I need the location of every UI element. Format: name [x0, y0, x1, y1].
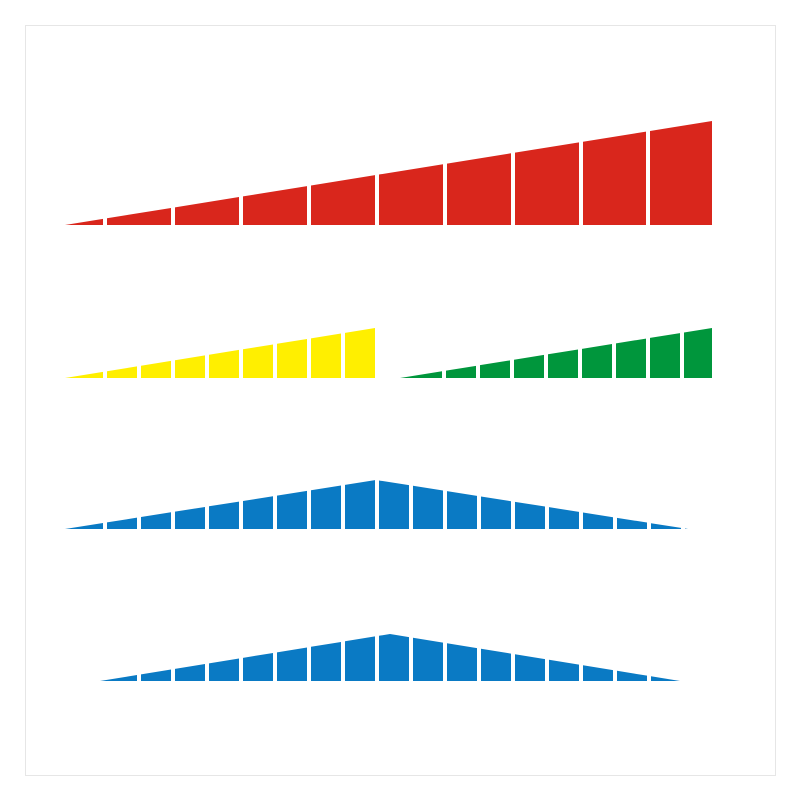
red-wedge-segment: [107, 207, 171, 225]
yellow-wedge-segment: [107, 366, 137, 378]
blue-wedge-1-segment: [65, 523, 103, 529]
blue-wedge-2-segment: [243, 652, 273, 681]
blue-wedge-2-segment: [175, 663, 205, 681]
blue-wedge-1-segment: [481, 496, 511, 529]
blue-wedge-1-segment: [515, 501, 545, 529]
green-wedge-segment: [514, 354, 544, 378]
green-wedge-segment: [582, 344, 612, 378]
blue-wedge-2-segment: [141, 669, 171, 681]
red-wedge-segment: [65, 218, 103, 225]
blue-wedge-2-segment: [583, 665, 613, 681]
blue-wedge-2-segment: [549, 659, 579, 681]
red-wedge-segment: [515, 142, 579, 225]
blue-wedge-1-segment: [209, 501, 239, 529]
yellow-wedge-segment: [243, 344, 273, 378]
blue-wedge-2-segment: [481, 648, 511, 681]
blue-wedge-2-segment: [651, 676, 680, 681]
blue-wedge-1-segment: [141, 512, 171, 529]
wedges: [65, 121, 712, 681]
blue-wedge-2-segment: [515, 654, 545, 681]
blue-wedge-1-segment: [447, 491, 477, 529]
blue-wedge-2-segment: [413, 637, 443, 681]
green-wedge-segment: [548, 349, 578, 378]
green-wedge-segment: [446, 365, 476, 378]
red-wedge-segment: [583, 131, 646, 225]
blue-wedge-2-segment: [345, 636, 375, 681]
blue-wedge-1-segment: [379, 480, 409, 529]
green-wedge-segment: [616, 338, 646, 378]
blue-wedge-1-segment: [243, 496, 273, 529]
blue-wedge-2-segment: [311, 641, 341, 681]
blue-wedge-1-segment: [345, 480, 375, 529]
blue-wedge-1-segment: [311, 485, 341, 529]
red-wedge-segment: [311, 175, 375, 225]
blue-wedge-2-segment: [100, 675, 137, 681]
red-wedge-segment: [243, 186, 307, 225]
blue-wedge-1-segment: [413, 485, 443, 529]
blue-wedge-1-segment: [617, 517, 647, 529]
blue-wedge-1-segment: [583, 512, 613, 529]
blue-wedge-2-segment: [277, 647, 307, 681]
red-wedge-segment: [447, 153, 511, 225]
green-wedge-segment: [400, 371, 442, 378]
green-wedge-segment: [684, 328, 712, 378]
blue-wedge-1-segment: [651, 523, 681, 529]
blue-wedge-2-segment: [379, 634, 409, 681]
blue-wedge-1-segment: [277, 490, 307, 529]
blue-wedge-1-segment: [107, 517, 137, 529]
yellow-wedge-segment: [311, 333, 341, 378]
yellow-wedge-segment: [175, 355, 205, 378]
yellow-wedge-segment: [141, 360, 171, 378]
blue-wedge-2-segment: [209, 658, 239, 681]
blue-wedge-2-segment: [447, 643, 477, 681]
yellow-wedge-segment: [209, 349, 239, 378]
yellow-wedge-segment: [65, 371, 103, 378]
blue-wedge-2-segment: [617, 670, 647, 681]
red-wedge-segment: [379, 164, 443, 225]
yellow-wedge-segment: [345, 328, 375, 378]
red-wedge-segment: [650, 121, 712, 225]
red-wedge-segment: [175, 197, 239, 225]
blue-wedge-1-segment: [549, 507, 579, 529]
yellow-wedge-segment: [277, 338, 307, 378]
green-wedge-segment: [480, 360, 510, 378]
green-wedge-segment: [650, 333, 680, 378]
blue-wedge-1-segment: [175, 506, 205, 529]
